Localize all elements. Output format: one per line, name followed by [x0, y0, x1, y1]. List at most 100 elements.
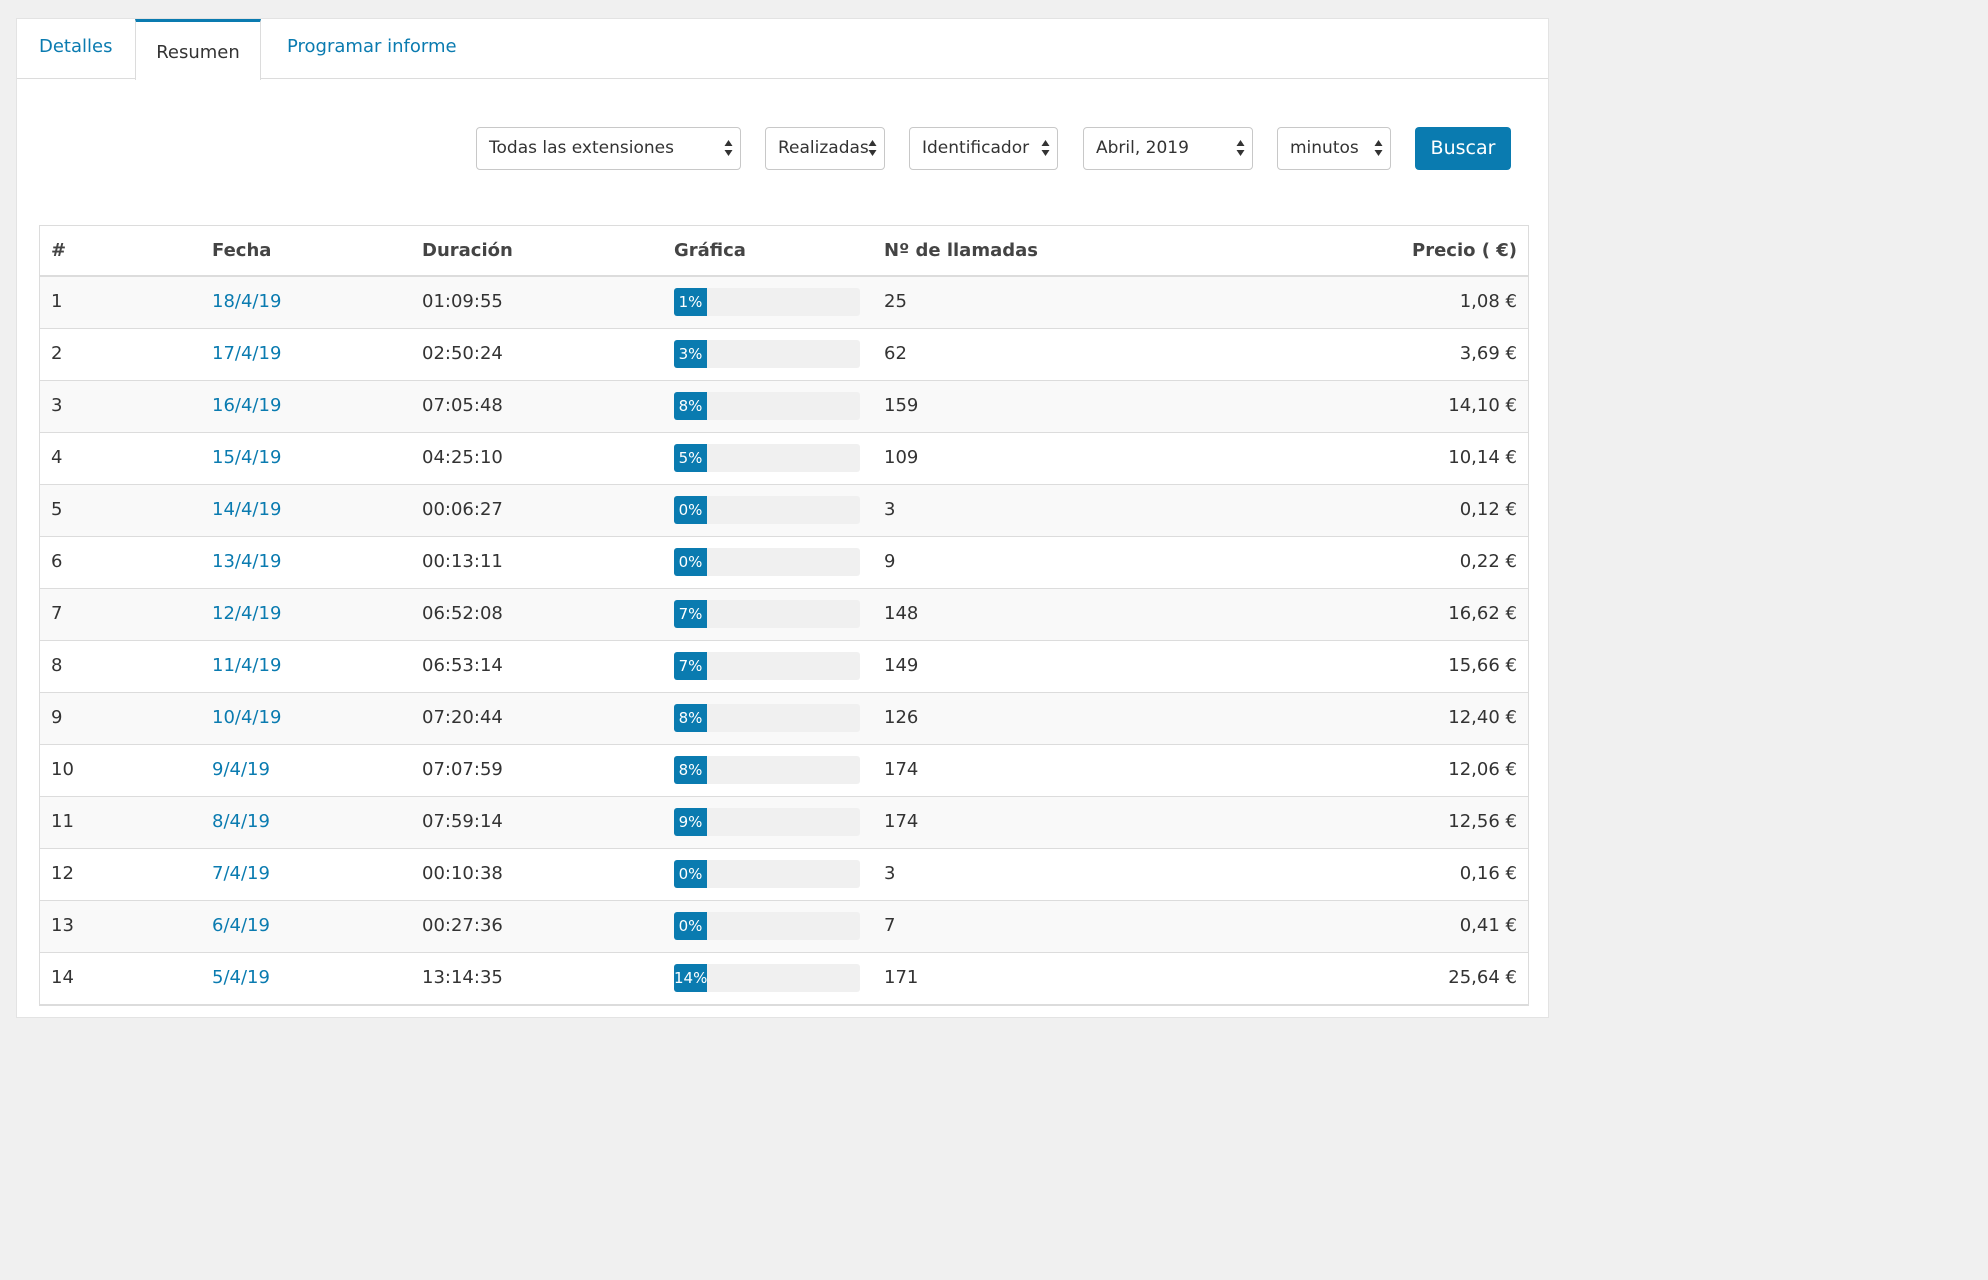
row-llamadas: 174 — [884, 759, 919, 780]
tipo-llamada-select[interactable]: Realizadas — [765, 127, 885, 170]
select-arrows-icon — [1374, 139, 1383, 157]
select-arrows-icon — [1236, 139, 1245, 157]
table-row: 14 5/4/19 13:14:35 14% 171 25,64 € — [40, 953, 1528, 1005]
row-number: 9 — [51, 707, 63, 728]
row-llamadas: 159 — [884, 395, 919, 416]
row-llamadas: 109 — [884, 447, 919, 468]
fecha-link[interactable]: 16/4/19 — [212, 395, 282, 416]
percent-bar: 3% — [674, 340, 860, 368]
table-row: 2 17/4/19 02:50:24 3% 62 3,69 € — [40, 329, 1528, 381]
table-row: 4 15/4/19 04:25:10 5% 109 10,14 € — [40, 433, 1528, 485]
row-fecha-cell: 5/4/19 — [212, 953, 270, 1003]
extensiones-select-value: Todas las extensiones — [489, 138, 674, 158]
table-row: 12 7/4/19 00:10:38 0% 3 0,16 € — [40, 849, 1528, 901]
row-precio: 12,40 € — [1448, 707, 1517, 728]
table-row: 1 18/4/19 01:09:55 1% 25 1,08 € — [40, 277, 1528, 329]
table-row: 11 8/4/19 07:59:14 9% 174 12,56 € — [40, 797, 1528, 849]
row-llamadas: 3 — [884, 499, 896, 520]
row-duracion: 00:13:11 — [422, 551, 503, 572]
agrupar-select[interactable]: Identificador — [909, 127, 1058, 170]
header-number[interactable]: # — [51, 240, 67, 261]
row-fecha-cell: 13/4/19 — [212, 537, 281, 587]
buscar-button[interactable]: Buscar — [1415, 127, 1511, 170]
percent-bar: 9% — [674, 808, 860, 836]
row-fecha-cell: 11/4/19 — [212, 641, 281, 691]
row-precio: 3,69 € — [1459, 343, 1517, 364]
fecha-link[interactable]: 5/4/19 — [212, 967, 270, 988]
percent-bar-fill: 7% — [674, 600, 707, 628]
row-precio: 0,12 € — [1459, 499, 1517, 520]
fecha-link[interactable]: 6/4/19 — [212, 915, 270, 936]
row-llamadas: 171 — [884, 967, 919, 988]
row-fecha-cell: 6/4/19 — [212, 901, 270, 951]
row-fecha-cell: 14/4/19 — [212, 485, 281, 535]
row-fecha-cell: 18/4/19 — [212, 277, 281, 327]
percent-bar-fill: 7% — [674, 652, 707, 680]
fecha-link[interactable]: 17/4/19 — [212, 343, 282, 364]
fecha-link[interactable]: 11/4/19 — [212, 655, 282, 676]
table-row: 7 12/4/19 06:52:08 7% 148 16,62 € — [40, 589, 1528, 641]
row-llamadas: 9 — [884, 551, 896, 572]
header-llamadas[interactable]: Nº de llamadas — [884, 240, 1038, 261]
select-arrows-icon — [1041, 139, 1050, 157]
row-number: 11 — [51, 811, 74, 832]
table-row: 6 13/4/19 00:13:11 0% 9 0,22 € — [40, 537, 1528, 589]
tab-resumen[interactable]: Resumen — [135, 19, 261, 80]
percent-bar: 1% — [674, 288, 860, 316]
header-precio[interactable]: Precio ( €) — [1412, 240, 1517, 261]
row-duracion: 00:10:38 — [422, 863, 503, 884]
fecha-link[interactable]: 10/4/19 — [212, 707, 282, 728]
header-fecha[interactable]: Fecha — [212, 240, 272, 261]
row-duracion: 00:06:27 — [422, 499, 503, 520]
percent-bar-fill: 14% — [674, 964, 707, 992]
row-duracion: 13:14:35 — [422, 967, 503, 988]
row-number: 12 — [51, 863, 74, 884]
periodo-select[interactable]: Abril, 2019 — [1083, 127, 1253, 170]
row-number: 10 — [51, 759, 74, 780]
percent-bar-fill: 3% — [674, 340, 707, 368]
row-llamadas: 149 — [884, 655, 919, 676]
tipo-llamada-select-value: Realizadas — [778, 138, 869, 158]
percent-bar: 7% — [674, 600, 860, 628]
table-row: 8 11/4/19 06:53:14 7% 149 15,66 € — [40, 641, 1528, 693]
row-fecha-cell: 15/4/19 — [212, 433, 281, 483]
table-row: 10 9/4/19 07:07:59 8% 174 12,06 € — [40, 745, 1528, 797]
row-fecha-cell: 17/4/19 — [212, 329, 281, 379]
row-number: 5 — [51, 499, 63, 520]
periodo-select-value: Abril, 2019 — [1096, 138, 1189, 158]
row-duracion: 07:07:59 — [422, 759, 503, 780]
table-row: 3 16/4/19 07:05:48 8% 159 14,10 € — [40, 381, 1528, 433]
extensiones-select[interactable]: Todas las extensiones — [476, 127, 741, 170]
percent-bar: 5% — [674, 444, 860, 472]
row-number: 2 — [51, 343, 63, 364]
unidad-select[interactable]: minutos — [1277, 127, 1391, 170]
row-llamadas: 148 — [884, 603, 919, 624]
percent-bar: 0% — [674, 548, 860, 576]
fecha-link[interactable]: 14/4/19 — [212, 499, 282, 520]
row-number: 14 — [51, 967, 74, 988]
percent-bar: 0% — [674, 860, 860, 888]
fecha-link[interactable]: 18/4/19 — [212, 291, 282, 312]
row-llamadas: 7 — [884, 915, 896, 936]
fecha-link[interactable]: 13/4/19 — [212, 551, 282, 572]
fecha-link[interactable]: 12/4/19 — [212, 603, 282, 624]
row-number: 13 — [51, 915, 74, 936]
fecha-link[interactable]: 15/4/19 — [212, 447, 282, 468]
table-row: 5 14/4/19 00:06:27 0% 3 0,12 € — [40, 485, 1528, 537]
percent-bar-fill: 0% — [674, 912, 707, 940]
row-fecha-cell: 7/4/19 — [212, 849, 270, 899]
tab-programar-informe[interactable]: Programar informe — [287, 36, 457, 57]
row-fecha-cell: 16/4/19 — [212, 381, 281, 431]
row-duracion: 06:53:14 — [422, 655, 503, 676]
row-fecha-cell: 10/4/19 — [212, 693, 281, 743]
row-duracion: 02:50:24 — [422, 343, 503, 364]
row-duracion: 00:27:36 — [422, 915, 503, 936]
percent-bar: 8% — [674, 392, 860, 420]
fecha-link[interactable]: 9/4/19 — [212, 759, 270, 780]
row-precio: 0,41 € — [1459, 915, 1517, 936]
fecha-link[interactable]: 8/4/19 — [212, 811, 270, 832]
header-duracion[interactable]: Duración — [422, 240, 513, 261]
tab-detalles[interactable]: Detalles — [39, 36, 113, 57]
row-precio: 10,14 € — [1448, 447, 1517, 468]
fecha-link[interactable]: 7/4/19 — [212, 863, 270, 884]
